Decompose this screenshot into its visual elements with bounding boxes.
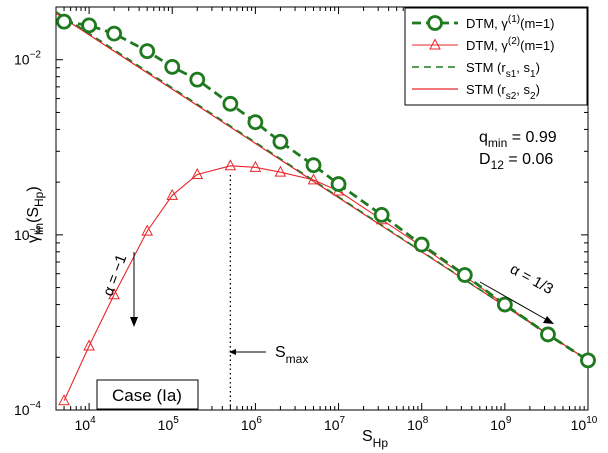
data-point-dtm1 [540, 326, 556, 343]
data-point-dtm1 [81, 17, 97, 34]
y-tick-labels: 10−4 10−3 10−2 [14, 50, 41, 418]
x-tick-label: 105 [158, 415, 180, 433]
x-tick-labels: 104 105 106 107 108 109 1010 [75, 415, 598, 433]
data-point-dtm2 [249, 160, 262, 172]
data-point-dtm1 [222, 95, 239, 112]
data-point-dtm1 [56, 13, 72, 30]
x-tick-label: 108 [407, 415, 429, 433]
data-point-dtm1 [330, 176, 347, 192]
data-point-dtm1 [413, 236, 430, 253]
data-point-dtm1 [106, 25, 123, 42]
x-tick-label: 109 [490, 415, 512, 433]
data-point-dtm2 [108, 288, 120, 300]
data-point-dtm1 [139, 43, 156, 60]
y-tick-label: 10−2 [14, 50, 41, 68]
y-tick-label: 10−3 [14, 225, 41, 243]
case-label: Case (Ia) [112, 386, 182, 405]
alpha-left-arrowhead [130, 317, 138, 327]
data-point-dtm2 [274, 165, 287, 177]
data-point-dtm1 [373, 207, 390, 223]
x-tick-label: 106 [241, 415, 263, 433]
data-point-dtm1 [272, 133, 289, 150]
data-point-dtm2 [191, 167, 204, 180]
data-point-dtm2 [166, 188, 179, 200]
data-point-dtm1 [247, 114, 264, 131]
legend: DTM, γ(1)(m=1) DTM, γ(2)(m=1) STM (rs1, s1… [404, 7, 588, 106]
x-tick-label: 1010 [571, 415, 598, 433]
qmin-annotation: qmin = 0.99 [479, 129, 557, 150]
smax-arrowhead [229, 349, 236, 355]
data-point-dtm1 [164, 58, 181, 75]
series-layer [55, 11, 596, 406]
data-point-dtm2 [141, 224, 154, 236]
x-tick-label: 104 [75, 415, 97, 433]
data-point-dtm2 [83, 339, 95, 351]
data-point-dtm1 [456, 267, 473, 283]
legend-marker-dtm1 [427, 15, 443, 31]
x-axis-label: SHp [362, 428, 388, 450]
series-line-dtm1 [63, 20, 589, 362]
x-tick-label: 107 [324, 415, 346, 433]
y-tick-label: 10−4 [14, 400, 41, 418]
data-point-dtm2 [224, 159, 237, 171]
data-point-dtm1 [580, 352, 596, 369]
case-box [96, 379, 199, 410]
data-point-dtm2 [58, 394, 70, 406]
legend-marker-dtm2 [429, 38, 441, 50]
legend-label-stm1: STM (rs1, s1) [466, 60, 540, 80]
smax-label: Smax [275, 344, 308, 366]
data-point-dtm1 [189, 71, 206, 88]
data-point-dtm2 [307, 173, 320, 185]
y-axis-label: γlin(SHp) [25, 186, 46, 243]
alpha-right-arrow [479, 281, 548, 321]
alpha-right-arrowhead [543, 316, 554, 324]
data-point-dtm1 [496, 296, 513, 313]
legend-label-dtm1: DTM, γ(1)(m=1) [466, 14, 554, 31]
data-point-dtm1 [305, 157, 322, 174]
d12-annotation: D12 = 0.06 [479, 151, 553, 172]
legend-label-dtm2: DTM, γ(2)(m=1) [466, 36, 554, 53]
legend-label-stm2: STM (rs2, s2) [466, 82, 540, 102]
